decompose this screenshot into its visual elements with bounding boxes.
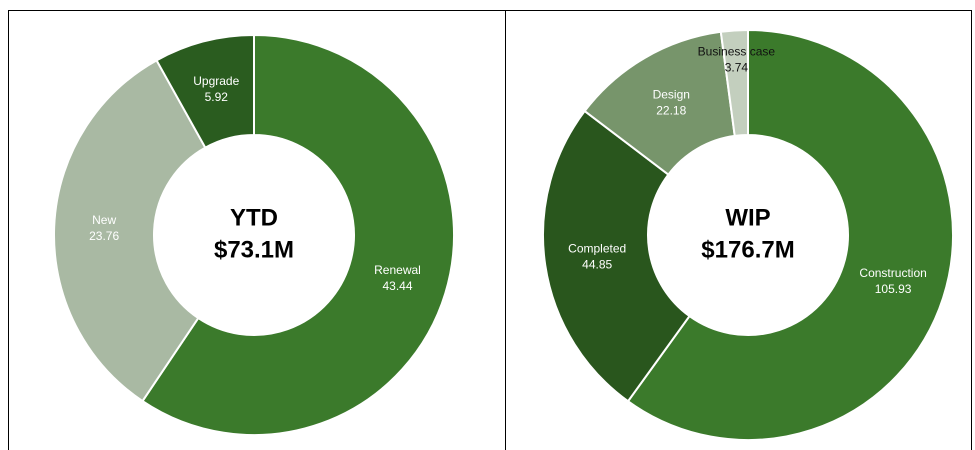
donut-segment bbox=[155, 33, 255, 150]
segment-name: Business case bbox=[698, 45, 776, 59]
segment-name: Design bbox=[653, 87, 690, 101]
donut-segment bbox=[626, 28, 954, 441]
segment-value: 44.85 bbox=[582, 258, 612, 272]
center-title: WIP bbox=[725, 204, 770, 231]
center-value: $176.7M bbox=[701, 236, 794, 263]
center-value: $73.1M bbox=[214, 236, 294, 263]
center-title: YTD bbox=[230, 204, 278, 231]
donut-segment bbox=[53, 58, 207, 403]
segment-value: 3.74 bbox=[725, 61, 749, 75]
donut-segment bbox=[141, 33, 455, 436]
frame bbox=[8, 10, 972, 450]
segment-value: 5.92 bbox=[205, 90, 229, 104]
segment-name: New bbox=[92, 213, 116, 227]
segment-value: 43.44 bbox=[382, 279, 412, 293]
donut-segment bbox=[719, 28, 749, 138]
segment-value: 22.18 bbox=[656, 103, 686, 117]
segment-name: Upgrade bbox=[193, 74, 239, 88]
donut-segment bbox=[542, 109, 691, 403]
segment-value: 23.76 bbox=[89, 229, 119, 243]
segment-name: Completed bbox=[568, 242, 626, 256]
segment-value: 105.93 bbox=[875, 282, 912, 296]
segment-name: Renewal bbox=[374, 263, 421, 277]
segment-name: Construction bbox=[859, 266, 926, 280]
